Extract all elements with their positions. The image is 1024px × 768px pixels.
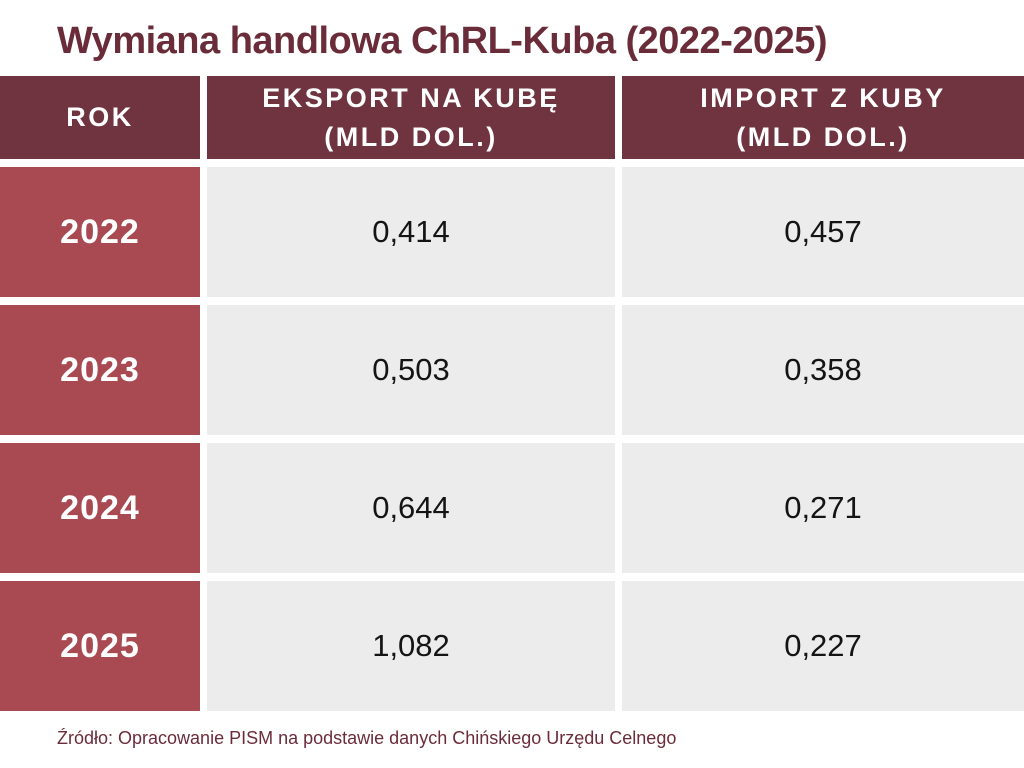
header-cell-rok: ROK xyxy=(0,76,200,159)
page-title: Wymiana handlowa ChRL-Kuba (2022-2025) xyxy=(57,20,828,62)
import-value-2025: 0,227 xyxy=(622,581,1024,711)
eksport-value-2023: 0,503 xyxy=(207,305,615,435)
header-label-import-line2: (MLD DOL.) xyxy=(736,121,910,152)
header-label-eksport-line2: (MLD DOL.) xyxy=(324,121,498,152)
year-cell-2022: 2022 xyxy=(0,167,200,297)
eksport-value-2025: 1,082 xyxy=(207,581,615,711)
trade-table: ROK EKSPORT NA KUBĘ (MLD DOL.) IMPORT Z … xyxy=(0,76,1024,711)
source-note: Źródło: Opracowanie PISM na podstawie da… xyxy=(57,728,677,748)
year-cell-2025: 2025 xyxy=(0,581,200,711)
header-cell-eksport: EKSPORT NA KUBĘ (MLD DOL.) xyxy=(207,76,615,159)
eksport-value-2024: 0,644 xyxy=(207,443,615,573)
header-cell-import: IMPORT Z KUBY (MLD DOL.) xyxy=(622,76,1024,159)
eksport-value-2022: 0,414 xyxy=(207,167,615,297)
import-value-2024: 0,271 xyxy=(622,443,1024,573)
year-cell-2023: 2023 xyxy=(0,305,200,435)
year-cell-2024: 2024 xyxy=(0,443,200,573)
header-label-rok: ROK xyxy=(66,102,134,132)
import-value-2023: 0,358 xyxy=(622,305,1024,435)
header-label-import-line1: IMPORT Z KUBY xyxy=(700,82,946,113)
header-label-eksport-line1: EKSPORT NA KUBĘ xyxy=(262,82,560,113)
import-value-2022: 0,457 xyxy=(622,167,1024,297)
